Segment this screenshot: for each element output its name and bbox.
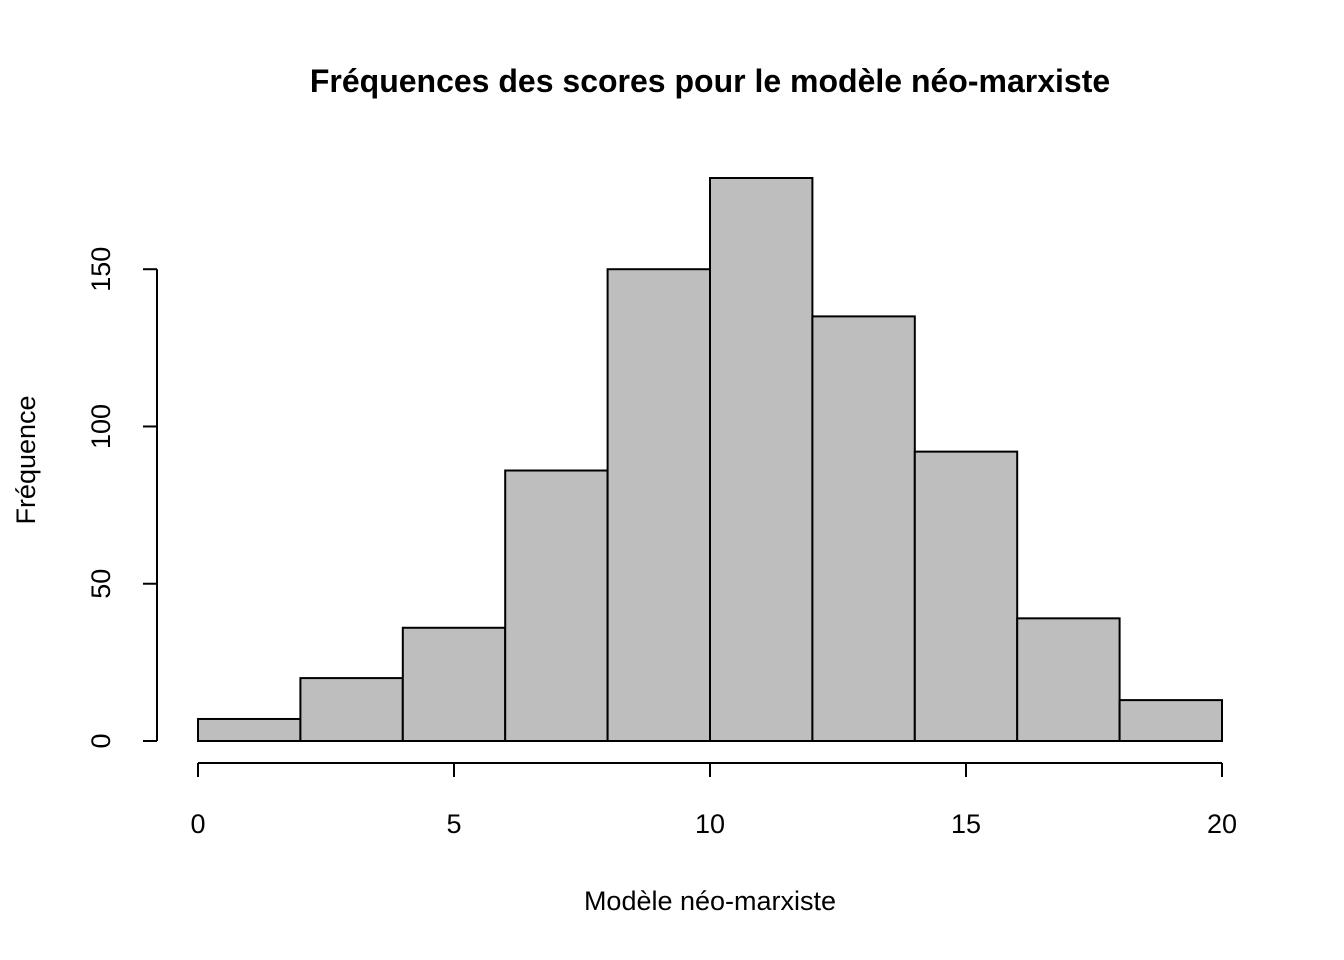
- bar: [709, 177, 814, 742]
- x-tick-label: 10: [695, 809, 725, 839]
- y-tick-label: 150: [86, 247, 116, 292]
- x-axis-label: Modèle néo-marxiste: [584, 886, 836, 916]
- x-tick-label: 0: [190, 809, 205, 839]
- bar: [299, 677, 404, 742]
- bar: [197, 717, 302, 742]
- bar: [401, 626, 507, 742]
- chart-title: Fréquences des scores pour le modèle néo…: [310, 63, 1110, 99]
- bar: [811, 315, 916, 742]
- y-tick-label: 50: [86, 569, 116, 599]
- bar: [504, 469, 609, 742]
- bar: [1118, 699, 1223, 743]
- x-tick-label: 20: [1207, 809, 1237, 839]
- bar: [913, 450, 1019, 742]
- y-tick-label: 100: [86, 404, 116, 449]
- y-tick-label: 0: [86, 733, 116, 748]
- bar: [1016, 617, 1121, 743]
- x-tick-label: 15: [951, 809, 981, 839]
- x-tick-label: 5: [446, 809, 461, 839]
- y-axis-label: Fréquence: [11, 395, 41, 524]
- bar: [606, 268, 711, 742]
